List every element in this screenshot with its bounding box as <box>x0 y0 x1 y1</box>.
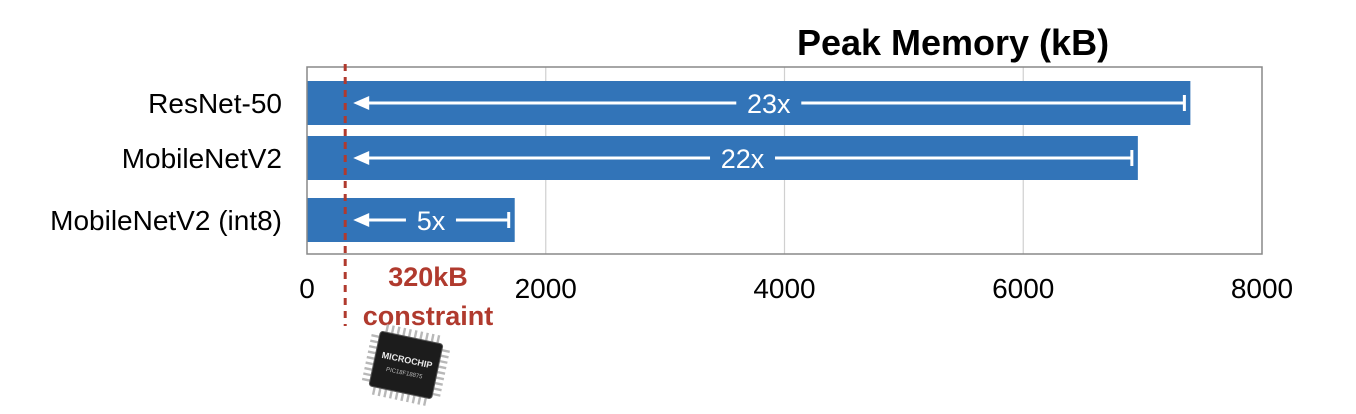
x-tick-label: 0 <box>299 273 315 304</box>
chip-pin <box>377 386 382 397</box>
x-tick-label: 8000 <box>1231 273 1293 304</box>
chip-pin <box>434 376 445 381</box>
constraint-label-line2: constraint <box>363 301 494 331</box>
chart-title: Peak Memory (kB) <box>797 22 1109 63</box>
category-label: MobileNetV2 <box>122 143 282 174</box>
chip-pin <box>363 372 373 377</box>
x-tick-label: 2000 <box>515 273 577 304</box>
chip-pin <box>367 350 378 355</box>
x-tick-label: 4000 <box>753 273 815 304</box>
chip-pin <box>366 355 376 361</box>
chip-pin <box>368 344 379 350</box>
chip-pin <box>438 359 448 364</box>
chip-pin <box>413 330 418 340</box>
chip-pin <box>364 366 374 372</box>
chip-pin <box>432 387 442 392</box>
chip-pin <box>365 361 375 366</box>
ratio-arrows: 23x 22x 5x <box>353 89 1186 236</box>
x-tick-labels: 0 2000 4000 6000 8000 <box>299 273 1293 304</box>
chip-pin <box>383 388 388 398</box>
chip-pin <box>396 326 401 336</box>
chip-pin <box>433 381 443 386</box>
ratio-label: 22x <box>721 144 765 174</box>
chip-pin <box>439 354 449 359</box>
chip-pin <box>407 328 412 339</box>
chip-pin <box>394 390 399 400</box>
chip-pin <box>371 333 381 339</box>
chip-pin <box>430 333 435 344</box>
microchip-chip-icon: MICROCHIP PIC18F18875 <box>361 324 450 406</box>
chip-pin <box>388 389 394 399</box>
chip-pins <box>361 324 450 406</box>
chip-pin <box>419 331 424 341</box>
chip-pin <box>440 348 450 353</box>
category-label: MobileNetV2 (int8) <box>50 205 282 236</box>
chip-pin <box>361 377 372 383</box>
x-tick-label: 6000 <box>992 273 1054 304</box>
chip-pin <box>411 394 416 404</box>
chip-body <box>368 331 444 399</box>
category-label: ResNet-50 <box>148 88 282 119</box>
chip-pin <box>435 370 446 375</box>
chip-pin <box>405 392 411 403</box>
chip-pin <box>424 332 429 342</box>
ratio-label: 23x <box>747 89 791 119</box>
chip-pin <box>437 365 447 370</box>
ratio-label: 5x <box>417 206 446 236</box>
chip-pin <box>417 395 422 405</box>
plot-frame <box>306 66 1263 255</box>
chip-pin <box>371 385 377 396</box>
chip-pin <box>400 391 405 402</box>
category-labels: ResNet-50 MobileNetV2 MobileNetV2 (int8) <box>50 88 282 236</box>
chip-pin <box>431 392 441 397</box>
arrow-head <box>353 96 370 110</box>
chip-pin <box>436 334 441 345</box>
chip-pin <box>390 325 395 335</box>
chip-pin <box>370 339 380 344</box>
constraint-label: 320kB <box>388 262 468 292</box>
chip-pin <box>385 324 390 334</box>
arrow-head <box>353 213 370 227</box>
chip-pin <box>422 396 428 406</box>
arrow-head <box>353 151 370 165</box>
chip-pin <box>402 327 407 338</box>
